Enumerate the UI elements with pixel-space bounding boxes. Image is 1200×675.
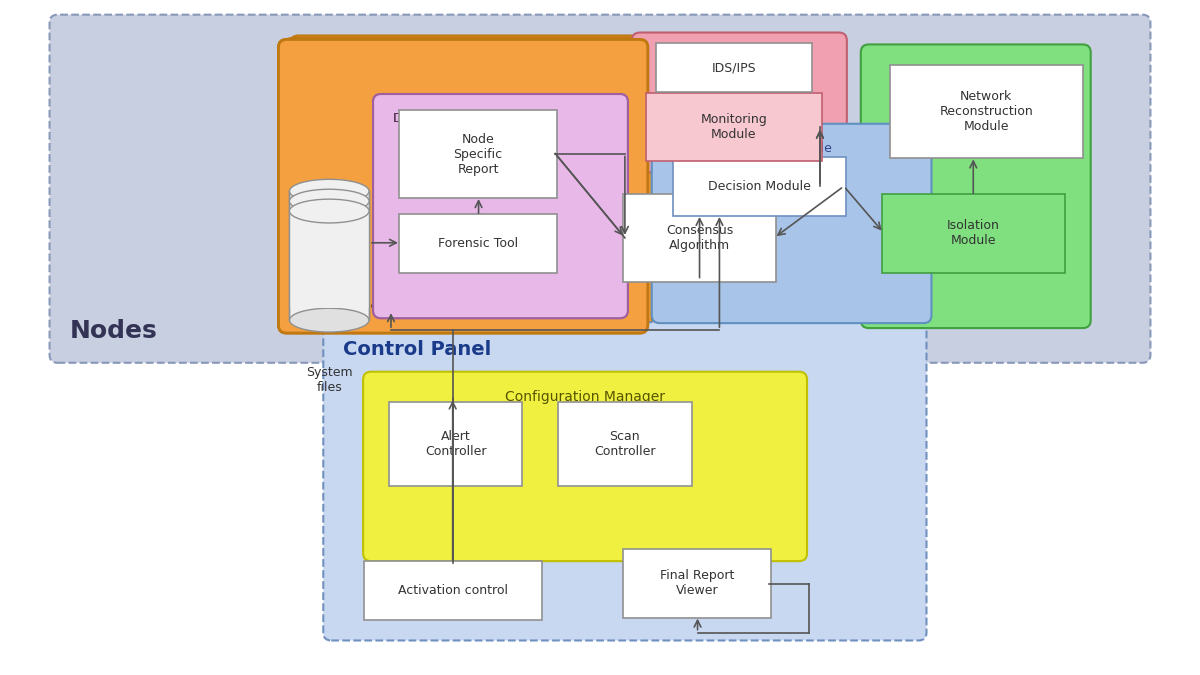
FancyBboxPatch shape [49,15,1151,362]
FancyBboxPatch shape [278,39,648,333]
Text: Monitoring
Module: Monitoring Module [701,113,767,141]
FancyBboxPatch shape [373,94,628,318]
FancyBboxPatch shape [364,561,542,620]
FancyBboxPatch shape [290,36,660,329]
FancyBboxPatch shape [623,194,776,282]
Ellipse shape [289,180,370,203]
Text: Consensus
Algorithm: Consensus Algorithm [666,224,733,252]
Text: IDS/IPS: IDS/IPS [712,61,756,74]
FancyBboxPatch shape [652,124,931,323]
Text: Leader Node: Leader Node [751,142,832,155]
FancyBboxPatch shape [282,38,652,332]
Text: Alert
Controller: Alert Controller [425,430,486,458]
Text: Forensic Tool: Forensic Tool [438,237,518,250]
Text: Detection module: Detection module [392,112,505,125]
Text: Decision Module: Decision Module [708,180,811,193]
FancyBboxPatch shape [655,43,812,92]
FancyBboxPatch shape [673,157,846,216]
FancyBboxPatch shape [389,402,522,486]
FancyBboxPatch shape [632,32,847,172]
FancyBboxPatch shape [398,110,557,198]
Text: Nodes: Nodes [70,319,157,343]
Text: Activation control: Activation control [398,584,508,597]
Ellipse shape [289,308,370,332]
Text: Isolation
Module: Isolation Module [947,219,1000,247]
FancyBboxPatch shape [287,38,655,331]
Text: Configuration Manager: Configuration Manager [505,389,665,404]
Text: Control Panel: Control Panel [343,340,492,359]
FancyBboxPatch shape [889,65,1082,159]
Ellipse shape [289,199,370,223]
Ellipse shape [289,189,370,213]
FancyBboxPatch shape [646,93,822,161]
Text: Scan
Controller: Scan Controller [594,430,655,458]
Bar [289,191,370,320]
Text: Worker Nodes: Worker Nodes [299,299,408,313]
Text: Detection module: Detection module [392,112,505,125]
Text: Node
Specific
Report: Node Specific Report [454,132,503,176]
FancyBboxPatch shape [860,45,1091,328]
Text: Worker Nodes: Worker Nodes [299,299,408,313]
FancyBboxPatch shape [623,549,772,618]
FancyBboxPatch shape [558,402,691,486]
Text: System
files: System files [306,366,353,394]
Text: Network
Reconstruction
Module: Network Reconstruction Module [940,90,1033,134]
FancyBboxPatch shape [323,322,926,641]
FancyBboxPatch shape [373,94,628,318]
FancyBboxPatch shape [882,194,1064,273]
FancyBboxPatch shape [398,214,557,273]
Bar [289,211,370,308]
FancyBboxPatch shape [278,39,648,333]
Text: Final Report
Viewer: Final Report Viewer [660,570,734,597]
FancyBboxPatch shape [364,372,808,561]
